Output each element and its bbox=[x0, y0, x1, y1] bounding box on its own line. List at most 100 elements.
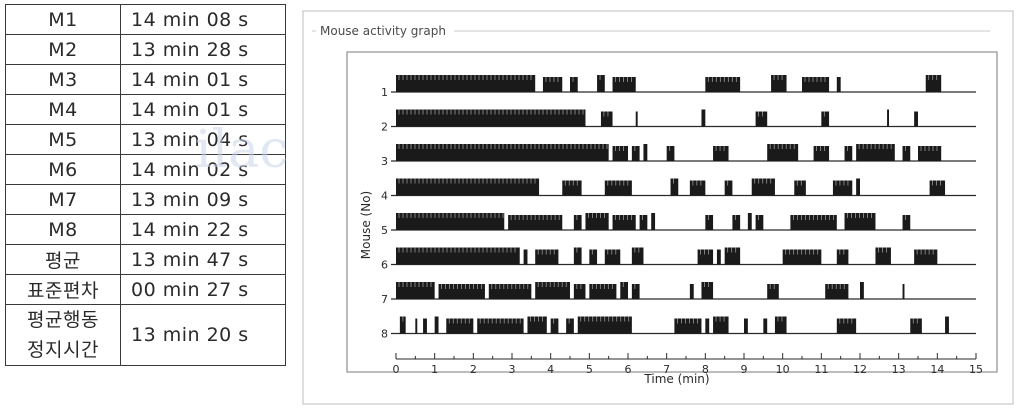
mean-value: 13 min 47 s bbox=[120, 244, 286, 275]
activity-burst bbox=[755, 215, 764, 230]
plot-area bbox=[346, 51, 998, 373]
mouse-label: M5 bbox=[5, 124, 121, 155]
activity-burst bbox=[396, 144, 609, 161]
activity-burst bbox=[639, 215, 648, 230]
activity-burst bbox=[821, 111, 830, 127]
mouse-label: M8 bbox=[5, 214, 121, 245]
activity-burst bbox=[794, 180, 806, 196]
activity-burst bbox=[732, 215, 741, 230]
activity-burst bbox=[832, 180, 853, 196]
duration-value: 14 min 22 s bbox=[120, 214, 286, 245]
activity-burst bbox=[918, 146, 942, 161]
duration-value: 14 min 08 s bbox=[120, 4, 286, 35]
activity-burst bbox=[771, 75, 787, 92]
activity-burst bbox=[434, 316, 439, 334]
x-tick-label: 2 bbox=[470, 363, 477, 376]
activity-burst bbox=[902, 284, 905, 299]
table-row: M6 14 min 02 s bbox=[5, 154, 286, 185]
activity-burst bbox=[751, 178, 775, 196]
activity-burst bbox=[415, 318, 418, 334]
x-tick-label: 13 bbox=[892, 363, 906, 376]
activity-burst bbox=[910, 318, 922, 334]
activity-burst bbox=[744, 318, 748, 334]
activity-burst bbox=[570, 77, 578, 92]
x-tick-label: 1 bbox=[431, 363, 438, 376]
y-tick-label: 3 bbox=[381, 155, 388, 168]
activity-burst bbox=[856, 144, 895, 161]
activity-burst bbox=[902, 215, 911, 230]
result-table: M1 14 min 08 s M2 13 min 28 s M3 14 min 01 … bbox=[5, 4, 286, 366]
activity-burst bbox=[396, 75, 536, 92]
activity-burst bbox=[856, 178, 860, 196]
activity-burst bbox=[925, 75, 942, 92]
activity-burst bbox=[701, 109, 706, 127]
activity-burst bbox=[836, 77, 841, 92]
duration-value: 14 min 02 s bbox=[120, 154, 286, 185]
mouse-label: M1 bbox=[5, 4, 121, 35]
activity-burst bbox=[875, 247, 891, 265]
activity-burst bbox=[860, 282, 864, 299]
activity-burst bbox=[604, 249, 621, 265]
activity-burst bbox=[508, 215, 563, 230]
table-row: M8 14 min 22 s bbox=[5, 214, 286, 245]
activity-burst bbox=[844, 146, 853, 161]
x-tick-label: 10 bbox=[776, 363, 790, 376]
activity-burst bbox=[542, 77, 563, 92]
y-tick-label: 2 bbox=[381, 121, 388, 134]
mean-immobility-value: 13 min 20 s bbox=[120, 304, 286, 366]
y-tick-label: 8 bbox=[381, 328, 388, 341]
mouse-label: M6 bbox=[5, 154, 121, 185]
duration-value: 14 min 01 s bbox=[120, 94, 286, 125]
mean-immobility-label-line1: 평균행동 bbox=[27, 309, 99, 331]
activity-burst bbox=[836, 249, 849, 265]
duration-value: 13 min 09 s bbox=[120, 184, 286, 215]
stddev-label: 표준편차 bbox=[5, 274, 121, 305]
duration-value: 13 min 28 s bbox=[120, 34, 286, 65]
x-tick-label: 11 bbox=[814, 363, 828, 376]
x-tick-label: 0 bbox=[393, 363, 400, 376]
activity-burst bbox=[724, 180, 733, 196]
activity-burst bbox=[597, 75, 605, 92]
activity-burst bbox=[550, 318, 559, 334]
duration-value: 14 min 01 s bbox=[120, 64, 286, 95]
mean-immobility-label-line2: 정지시간 bbox=[27, 339, 99, 361]
activity-burst bbox=[705, 215, 714, 230]
watermark-logo: ilac bbox=[195, 120, 289, 180]
x-tick-label: 15 bbox=[969, 363, 983, 376]
x-tick-label: 6 bbox=[625, 363, 632, 376]
activity-burst bbox=[620, 282, 628, 299]
activity-burst bbox=[747, 213, 752, 230]
activity-burst bbox=[423, 318, 427, 334]
activity-burst bbox=[399, 316, 406, 334]
x-tick-label: 7 bbox=[663, 363, 670, 376]
activity-burst bbox=[782, 249, 822, 265]
x-tick-label: 12 bbox=[853, 363, 867, 376]
activity-burst bbox=[767, 144, 799, 161]
activity-burst bbox=[631, 247, 644, 265]
activity-burst bbox=[631, 146, 640, 161]
activity-burst bbox=[844, 213, 876, 230]
activity-burst bbox=[573, 247, 582, 265]
activity-burst bbox=[396, 282, 435, 299]
table-row: M2 13 min 28 s bbox=[5, 34, 286, 65]
activity-burst bbox=[716, 249, 721, 265]
activity-burst bbox=[396, 178, 540, 196]
activity-burst bbox=[573, 284, 586, 299]
activity-burst bbox=[713, 146, 729, 161]
y-tick-label: 6 bbox=[381, 259, 388, 272]
activity-burst bbox=[914, 111, 918, 127]
activity-burst bbox=[705, 318, 710, 334]
activity-burst bbox=[396, 247, 520, 265]
activity-burst bbox=[767, 284, 779, 299]
activity-burst bbox=[914, 249, 938, 265]
activity-burst bbox=[612, 77, 636, 92]
activity-burst bbox=[945, 316, 949, 334]
group-box-title-bg bbox=[316, 22, 454, 40]
activity-burst bbox=[631, 284, 640, 299]
table-row: M5 13 min 04 s bbox=[5, 124, 286, 155]
mean-label: 평균 bbox=[5, 244, 121, 275]
activity-burst bbox=[396, 213, 505, 230]
activity-burst bbox=[724, 247, 741, 265]
activity-burst bbox=[825, 284, 849, 299]
chart-title: Mouse activity graph bbox=[320, 24, 446, 38]
